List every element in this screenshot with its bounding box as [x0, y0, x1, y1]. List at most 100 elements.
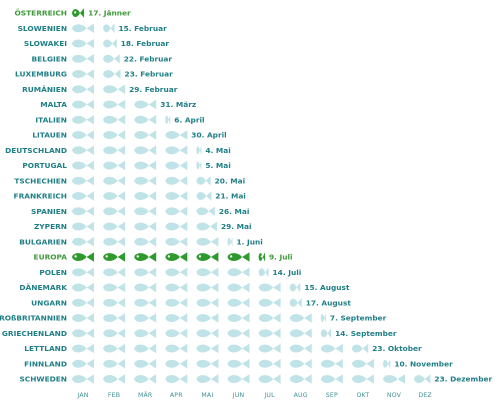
country-label: BELGIEN [32, 54, 67, 63]
country-label: BULGARIEN [19, 237, 67, 246]
fish-mark-partial [196, 221, 217, 232]
fish-mark [72, 313, 94, 323]
fish-mark-partial [196, 160, 202, 171]
fish-eye [260, 255, 263, 258]
date-label: 9. Juli [269, 253, 293, 262]
fish-mark [351, 374, 374, 384]
date-label: 14. September [335, 329, 397, 338]
month-tick-label: JUL [263, 392, 275, 399]
fish-mark [72, 328, 94, 338]
country-label: FINNLAND [24, 359, 67, 368]
date-label: 22. Februar [124, 54, 173, 63]
fish-mark [196, 313, 219, 323]
fish-mark [134, 374, 157, 384]
fish-mark [134, 313, 157, 323]
fish-mark [289, 359, 312, 369]
country-label: POLEN [39, 268, 67, 277]
fish-mark [165, 282, 188, 293]
fish-mark [134, 267, 157, 277]
fish-mark [72, 54, 94, 64]
fish-mark [72, 176, 94, 186]
fish-mark [227, 252, 250, 262]
row-19: UNGARN 17. August [31, 298, 351, 308]
country-label: UNGARN [31, 298, 67, 307]
fish-mark [103, 160, 126, 171]
row-10: PORTUGAL 5. Mai [22, 160, 231, 171]
country-label: DÄNEMARK [19, 283, 67, 292]
fish-mark [320, 374, 343, 384]
fish-mark [103, 359, 126, 369]
fish-mark [72, 145, 94, 155]
month-tick-label: DEZ [418, 392, 432, 399]
fish-mark [196, 252, 219, 262]
fish-mark [165, 343, 188, 354]
row-1: SLOWENIEN 15. Februar [18, 23, 167, 33]
country-label: SLOWENIEN [18, 24, 67, 33]
fish-mark [103, 328, 126, 338]
fish-mark [289, 328, 312, 338]
country-label: FRANKREICH [14, 192, 67, 201]
fish-mark [165, 130, 188, 140]
row-8: LITAUEN 30. April [32, 130, 227, 140]
fish-mark [134, 328, 157, 338]
fish-mark [72, 374, 94, 384]
date-label: 23. Oktober [372, 344, 422, 353]
date-label: 30. April [191, 131, 226, 140]
fish-mark [72, 252, 94, 262]
fish-mark [103, 130, 126, 140]
fish-mark [103, 343, 126, 354]
fish-eye [198, 255, 202, 258]
fish-mark [165, 359, 188, 369]
country-label: GRIECHENLAND [2, 329, 67, 338]
row-12: FRANKREICH 21. Mai [14, 191, 246, 201]
row-4: LUXEMBURG 23. Februar [15, 69, 173, 79]
fish-mark [72, 115, 94, 125]
fish-mark [103, 237, 126, 247]
fish-mark-partial [196, 206, 215, 216]
fish-mark [227, 267, 250, 277]
country-label: LETTLAND [24, 344, 67, 353]
fish-mark [134, 252, 157, 262]
row-21: GRIECHENLAND 14. September [2, 328, 397, 338]
row-13: SPANIEN 26. Mai [31, 206, 249, 216]
country-label: DEUTSCHLAND [5, 146, 67, 155]
fish-eye [167, 255, 171, 258]
fish-mark [134, 282, 157, 293]
row-7: ITALIEN 6. April [35, 115, 205, 125]
row-5: RUMÄNIEN 29. Februar [22, 84, 178, 94]
fish-mark [165, 267, 188, 277]
fish-mark [227, 343, 250, 354]
country-label: SLOWAKEI [24, 39, 67, 48]
fish-mark [72, 221, 94, 232]
fish-mark [134, 343, 157, 354]
country-label: PORTUGAL [22, 161, 67, 170]
fish-mark [72, 69, 94, 79]
fish-mark [165, 221, 188, 232]
fish-eye [229, 255, 233, 258]
date-label: 15. August [304, 283, 350, 292]
fish-mark-partial [320, 313, 326, 323]
fish-mark [165, 374, 188, 384]
date-label: 31. März [160, 100, 196, 109]
month-tick-label: MAI [201, 392, 213, 399]
fish-mark [72, 343, 94, 354]
fish-mark-partial [165, 115, 171, 125]
date-label: 29. Februar [129, 85, 178, 94]
fish-mark [196, 298, 219, 308]
row-6: MALTA 31. März [40, 99, 196, 110]
row-2: SLOWAKEI 18. Februar [24, 38, 169, 49]
fish-mark [134, 206, 157, 216]
fish-mark [134, 191, 157, 201]
row-22: LETTLAND 23. Oktober [24, 343, 422, 354]
date-label: 15. Februar [118, 24, 167, 33]
fish-mark [72, 191, 94, 201]
fish-mark [72, 130, 94, 140]
fish-mark [134, 298, 157, 308]
month-tick-label: APR [170, 392, 183, 399]
fish-mark [103, 145, 126, 155]
fish-mark [103, 267, 126, 277]
fish-mark [227, 328, 250, 338]
fish-mark [134, 176, 157, 186]
fish-mark [196, 282, 219, 293]
